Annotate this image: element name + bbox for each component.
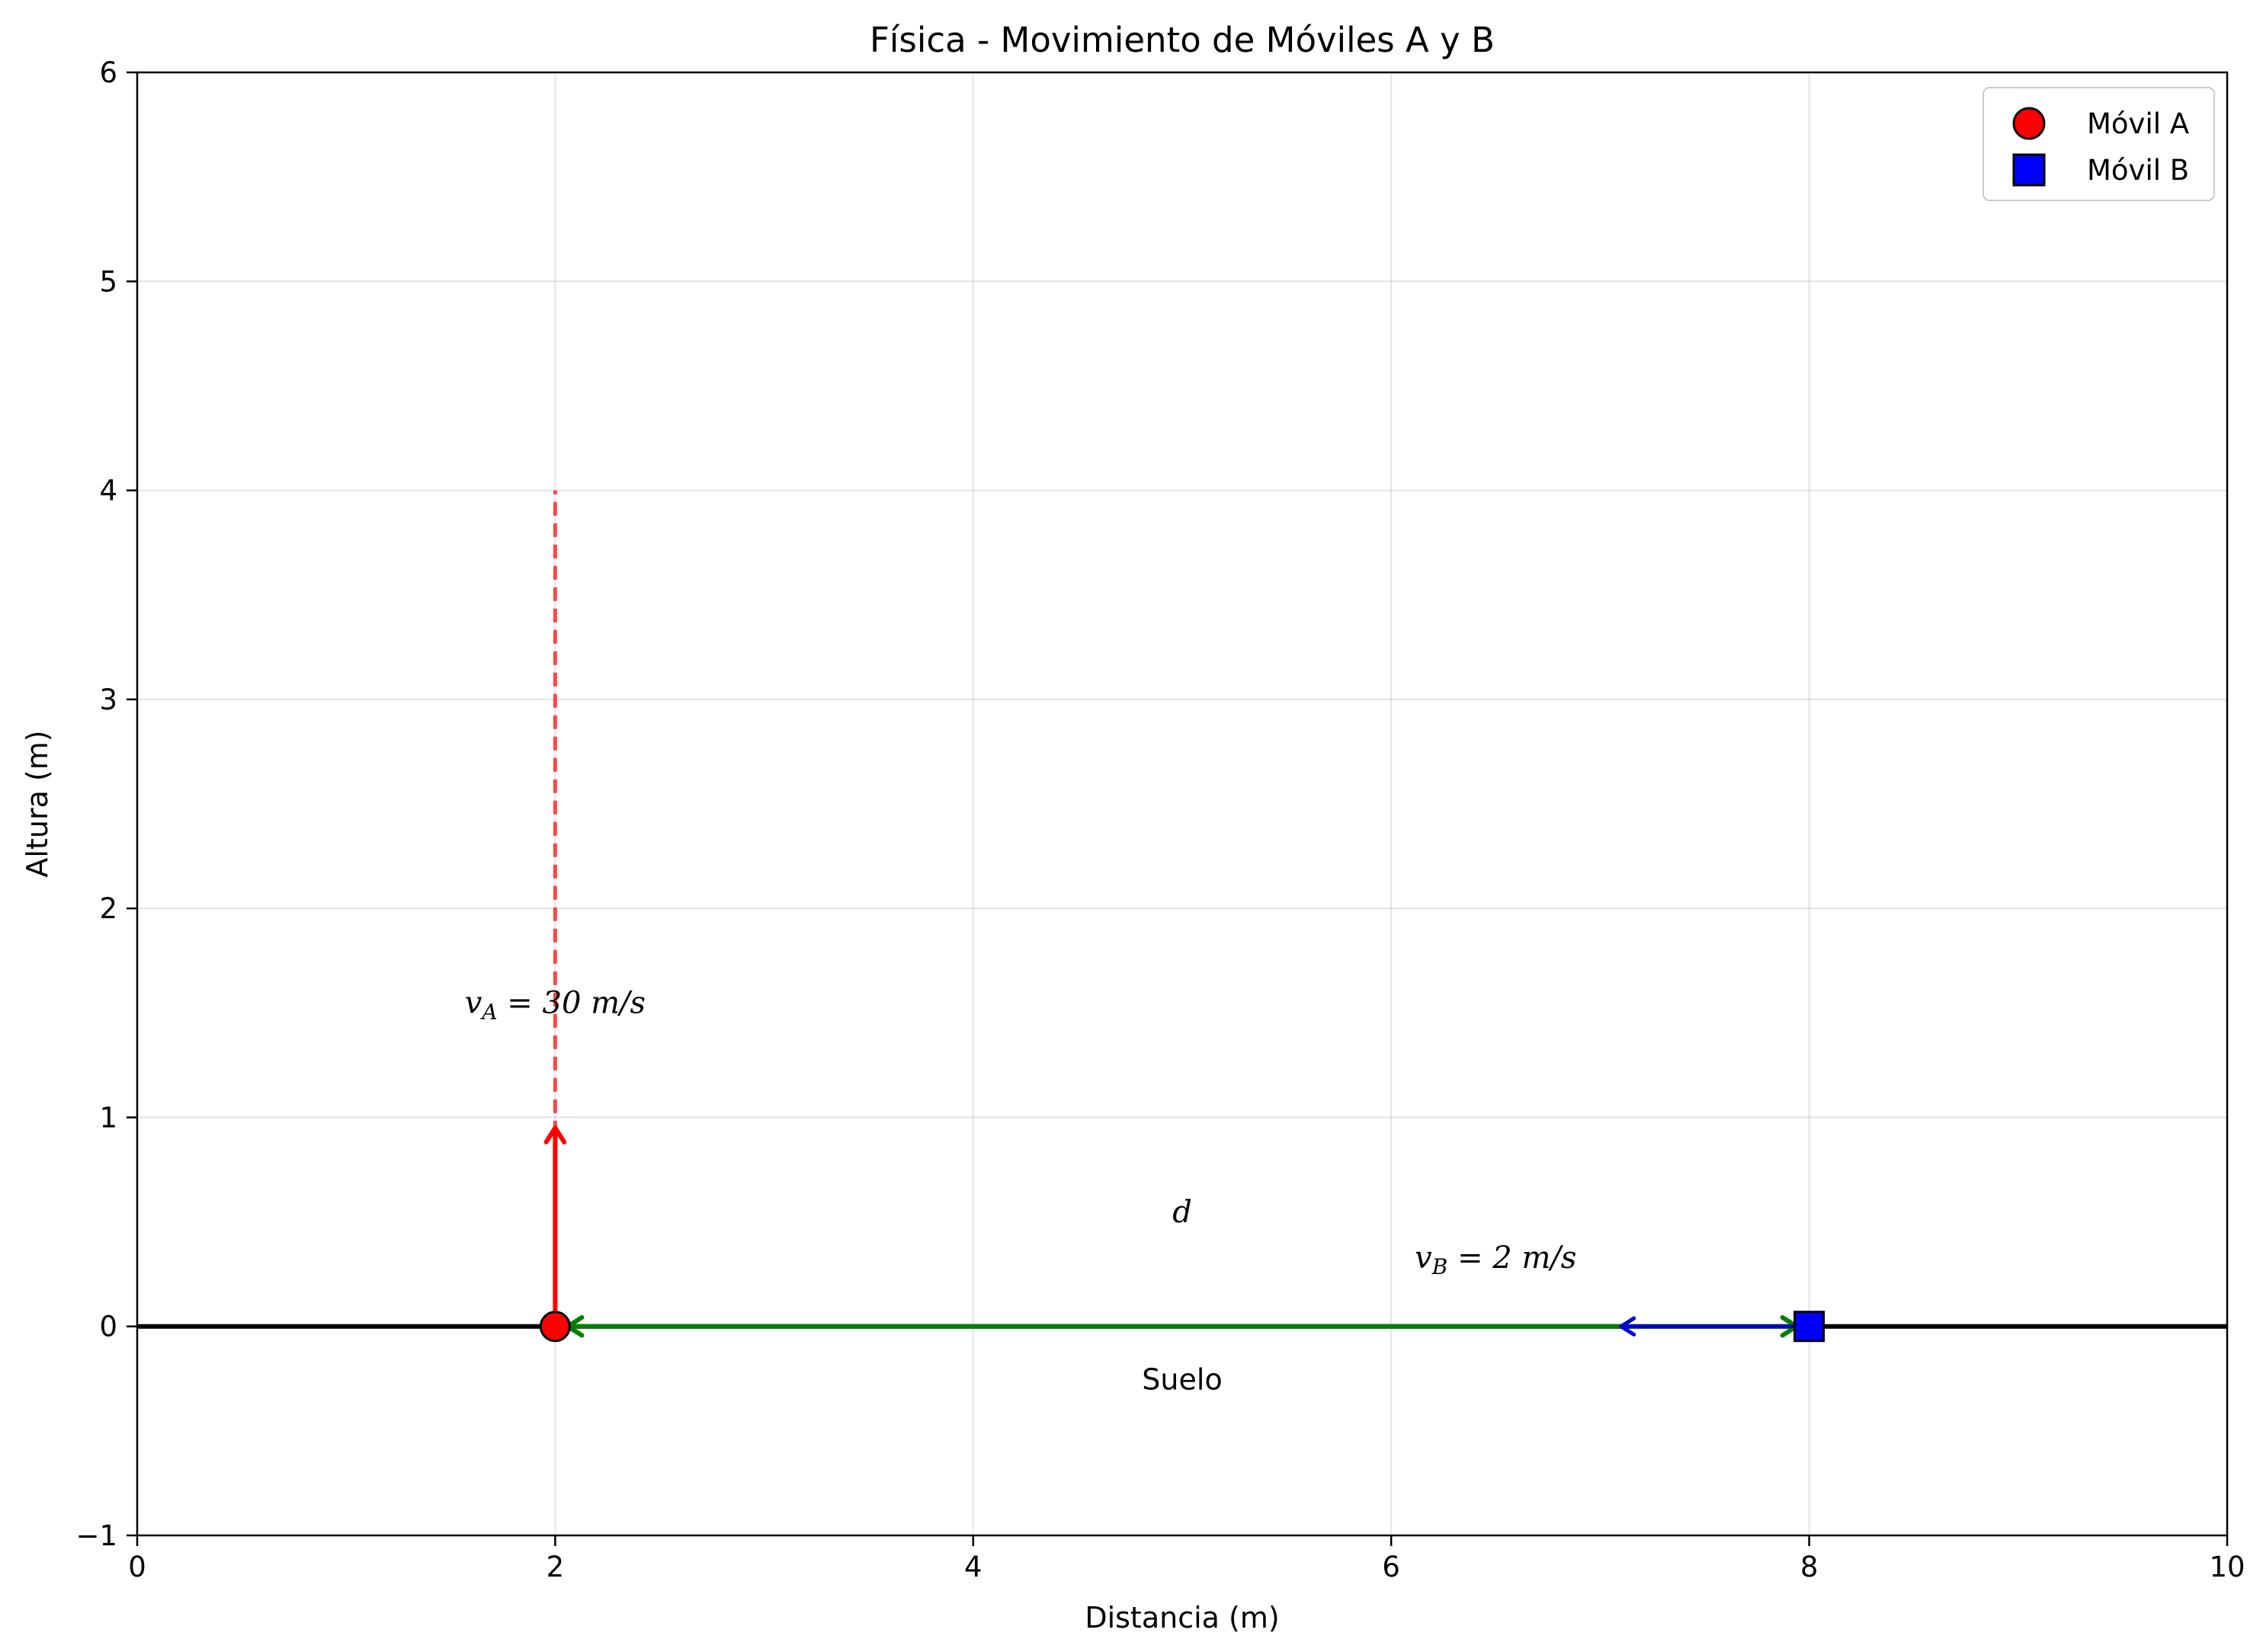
- y-tick-label: 1: [99, 1101, 117, 1134]
- velocity-subscript: A: [479, 1000, 497, 1025]
- x-tick-label: 2: [547, 1551, 565, 1583]
- velocity-a-arrow: [543, 1125, 567, 1327]
- velocity-symbol: v: [465, 986, 482, 1021]
- y-axis-label: Altura (m): [21, 730, 54, 877]
- axis-ticks: 0 2 4 6 8 10 −1 0 1 2 3 4 5 6: [75, 56, 2245, 1583]
- velocity-value: = 2 m/s: [1447, 1241, 1576, 1276]
- velocity-symbol: v: [1415, 1241, 1432, 1276]
- y-tick-label: 0: [99, 1311, 117, 1343]
- legend-marker-a: [2012, 107, 2046, 140]
- x-tick-label: 6: [1382, 1551, 1400, 1583]
- velocity-value: = 30 m/s: [498, 986, 646, 1021]
- x-tick-label: 4: [964, 1551, 982, 1583]
- legend-label-a: Móvil A: [2087, 107, 2189, 140]
- y-tick-label: 2: [99, 892, 117, 925]
- velocity-b-arrow-head: [1619, 1316, 1636, 1337]
- x-tick-label: 0: [128, 1551, 146, 1583]
- velocity-subscript: B: [1431, 1254, 1448, 1279]
- grid-lines: [136, 72, 2228, 1536]
- y-tick-label: 6: [99, 56, 117, 89]
- x-axis-label: Distancia (m): [1085, 1601, 1279, 1634]
- movil-a-point: [539, 1311, 571, 1343]
- distance-arrow: [565, 1314, 1800, 1338]
- velocity-annotation-vA: vA = 30 m/s: [465, 986, 646, 1025]
- y-tick-label: 4: [99, 475, 117, 507]
- movil-b-point: [1793, 1311, 1825, 1343]
- ground-label: Suelo: [1142, 1362, 1222, 1396]
- legend-label-b: Móvil B: [2087, 154, 2189, 187]
- y-tick-label: 3: [99, 684, 117, 716]
- x-tick-label: 8: [1800, 1551, 1819, 1583]
- velocity-annotation-vB: vB = 2 m/s: [1415, 1241, 1576, 1279]
- plot-frame: [136, 71, 2229, 1537]
- chart-title: Física - Movimiento de Móviles A y B: [870, 20, 1495, 60]
- y-tick-label: −1: [75, 1519, 117, 1552]
- distance-label: d: [1172, 1195, 1192, 1230]
- velocity-a-arrow-head: [543, 1125, 567, 1145]
- velocity-b-arrow: [1619, 1316, 1809, 1337]
- legend-marker-b: [2012, 153, 2046, 187]
- y-tick-label: 5: [99, 265, 117, 298]
- legend: Móvil A Móvil B: [1983, 87, 2215, 201]
- x-tick-label: 10: [2209, 1551, 2245, 1583]
